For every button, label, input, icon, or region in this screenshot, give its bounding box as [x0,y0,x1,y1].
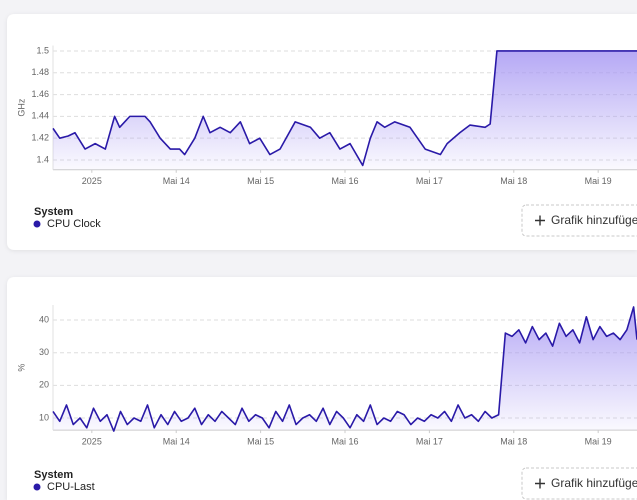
x-tick-label: Mai 15 [247,436,274,446]
x-tick-label: Mai 18 [500,176,527,186]
legend-text: CPU Clock [47,218,101,230]
y-tick-label: 30 [39,347,49,357]
legend-dot [33,483,41,491]
x-tick-label: Mai 17 [416,176,443,186]
y-tick-label: 20 [39,380,49,390]
y-axis-label: GHz [16,98,26,117]
legend-title: System [34,206,73,218]
y-tick-label: 1.48 [31,67,49,77]
x-tick-label: Mai 15 [247,176,274,186]
card [7,277,637,500]
area [53,306,637,432]
line [52,306,637,432]
x-tick-label: Mai 19 [585,176,612,186]
legend-title: System [34,469,73,481]
x-tick-label: Mai 14 [163,436,190,446]
y-tick-label: 10 [39,412,49,422]
add-chart-button[interactable] [521,204,637,237]
x-tick-label: Mai 16 [331,436,358,446]
x-tick-label: Mai 14 [163,176,190,186]
x-tick-label: Mai 19 [585,436,612,446]
y-tick-label: 40 [39,314,49,324]
legend-text: CPU-Last [47,481,95,493]
x-tick-label: Mai 18 [500,436,527,446]
y-tick-label: 1.46 [31,89,49,99]
card [7,14,637,250]
y-axis-label: % [16,364,26,372]
y-tick-label: 1.4 [36,154,49,164]
x-tick-label: Mai 17 [416,436,443,446]
y-tick-label: 1.42 [31,133,49,143]
y-tick-label: 1.44 [31,111,49,121]
button-label: Grafik hinzufügen [551,213,637,227]
add-chart-button[interactable] [521,467,637,500]
x-tick-label: 2025 [82,436,102,446]
plus-icon [535,478,545,489]
area [53,50,637,170]
legend-dot [33,220,41,228]
plus-icon [535,215,545,226]
x-tick-label: 2025 [82,176,102,186]
x-tick-label: Mai 16 [331,176,358,186]
button-label: Grafik hinzufügen [551,476,637,490]
line [52,50,637,167]
y-tick-label: 1.5 [36,45,49,55]
